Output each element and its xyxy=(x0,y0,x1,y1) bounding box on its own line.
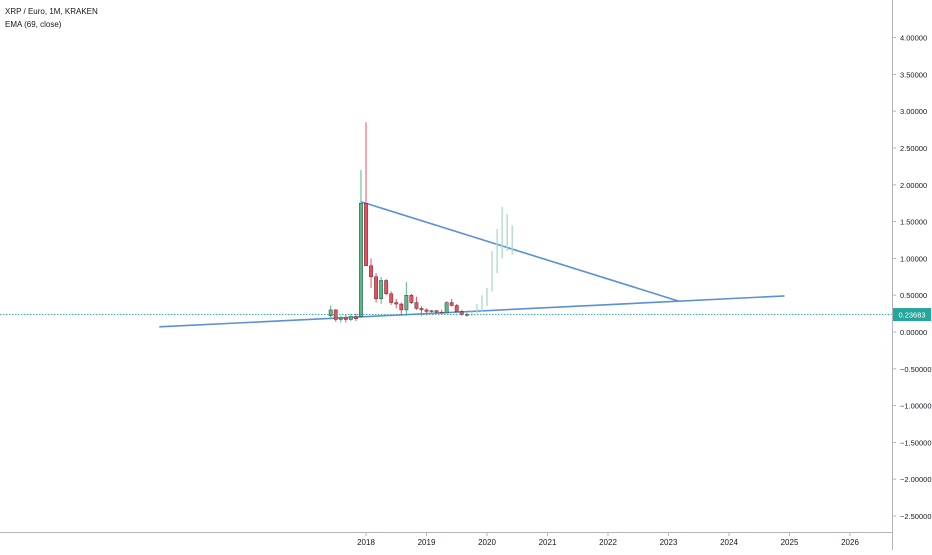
candle-body xyxy=(409,295,414,303)
candle-body xyxy=(389,293,394,303)
candle[interactable] xyxy=(384,279,389,296)
candle-body xyxy=(429,310,434,312)
candle-body xyxy=(374,276,378,300)
candle[interactable] xyxy=(343,315,348,323)
x-tick-label: 2022 xyxy=(599,538,617,547)
last-price-label: 0.23683 xyxy=(898,311,925,320)
candle-body xyxy=(404,295,409,311)
candle-body xyxy=(359,202,363,317)
candle[interactable] xyxy=(444,301,449,314)
candle-body xyxy=(399,303,404,311)
trendlines-layer xyxy=(159,200,785,328)
y-tick-label: −1.50000 xyxy=(900,438,932,447)
candle[interactable] xyxy=(429,309,434,313)
candle[interactable] xyxy=(359,170,363,319)
candle[interactable] xyxy=(338,315,343,323)
candle-body xyxy=(434,310,439,313)
candle-body xyxy=(369,265,373,278)
candle[interactable] xyxy=(459,309,464,316)
symbol-title[interactable]: XRP / Euro, 1M, KRAKEN xyxy=(5,7,98,16)
candle[interactable] xyxy=(449,298,454,307)
y-tick-label: −1.00000 xyxy=(900,402,932,411)
y-tick-label: 4.00000 xyxy=(900,34,927,43)
candle[interactable] xyxy=(328,305,333,320)
candle-body xyxy=(343,317,348,320)
candle-body xyxy=(414,302,419,309)
candle[interactable] xyxy=(369,258,373,288)
candle[interactable] xyxy=(414,296,419,310)
x-tick-label: 2019 xyxy=(418,538,436,547)
candle-body xyxy=(459,311,464,315)
candle[interactable] xyxy=(439,309,444,314)
candle-body xyxy=(328,309,333,317)
candle[interactable] xyxy=(389,291,394,305)
x-tick-label: 2020 xyxy=(478,538,496,547)
y-tick-label: 3.00000 xyxy=(900,107,927,116)
trendline-upper[interactable] xyxy=(360,200,679,302)
x-tick-label: 2024 xyxy=(720,538,738,547)
y-tick-label: −2.50000 xyxy=(900,512,932,521)
y-tick-label: −2.00000 xyxy=(900,475,932,484)
candle[interactable] xyxy=(399,302,404,316)
y-tick-label: 0.00000 xyxy=(900,328,927,337)
price-line-layer: 0.23683 xyxy=(0,308,931,322)
candle-body xyxy=(449,302,454,306)
candle-body xyxy=(444,302,449,314)
candle-body xyxy=(379,280,384,300)
candle[interactable] xyxy=(424,308,429,313)
candle-body xyxy=(348,316,353,320)
candle-body xyxy=(424,309,429,312)
candle[interactable] xyxy=(354,313,358,321)
candle[interactable] xyxy=(348,313,353,321)
y-tick-label: 3.50000 xyxy=(900,70,927,79)
candle-body xyxy=(454,305,459,312)
candle[interactable] xyxy=(434,309,439,313)
x-tick-label: 2023 xyxy=(660,538,678,547)
candle-body xyxy=(364,202,368,266)
y-tick-label: −0.50000 xyxy=(900,365,932,374)
candle[interactable] xyxy=(404,281,409,316)
x-tick-label: 2025 xyxy=(781,538,799,547)
y-tick-label: 1.00000 xyxy=(900,254,927,263)
candle-body xyxy=(338,317,343,320)
candle-body xyxy=(384,280,389,294)
candle[interactable] xyxy=(454,304,459,312)
candle[interactable] xyxy=(394,298,399,309)
last-price-badge xyxy=(893,308,931,322)
x-tick-label: 2026 xyxy=(841,538,859,547)
candle-body xyxy=(394,302,399,305)
candle-body xyxy=(439,311,444,314)
candle[interactable] xyxy=(374,273,378,303)
y-tick-label: 0.50000 xyxy=(900,291,927,300)
candle-body xyxy=(419,308,424,311)
candle[interactable] xyxy=(409,293,414,305)
candle-body xyxy=(354,316,358,319)
candle[interactable] xyxy=(333,309,338,322)
candle[interactable] xyxy=(364,122,368,266)
y-tick-label: 2.00000 xyxy=(900,181,927,190)
chart-legend: XRP / Euro, 1M, KRAKEN EMA (69, close) xyxy=(5,5,98,31)
indicator-label[interactable]: EMA (69, close) xyxy=(5,20,62,29)
x-tick-label: 2018 xyxy=(357,538,375,547)
x-tick-label: 2021 xyxy=(539,538,557,547)
projection-layer xyxy=(471,206,513,316)
candles-layer xyxy=(328,122,469,323)
y-tick-label: 2.50000 xyxy=(900,144,927,153)
y-tick-label: 1.50000 xyxy=(900,218,927,227)
candle[interactable] xyxy=(379,276,384,305)
